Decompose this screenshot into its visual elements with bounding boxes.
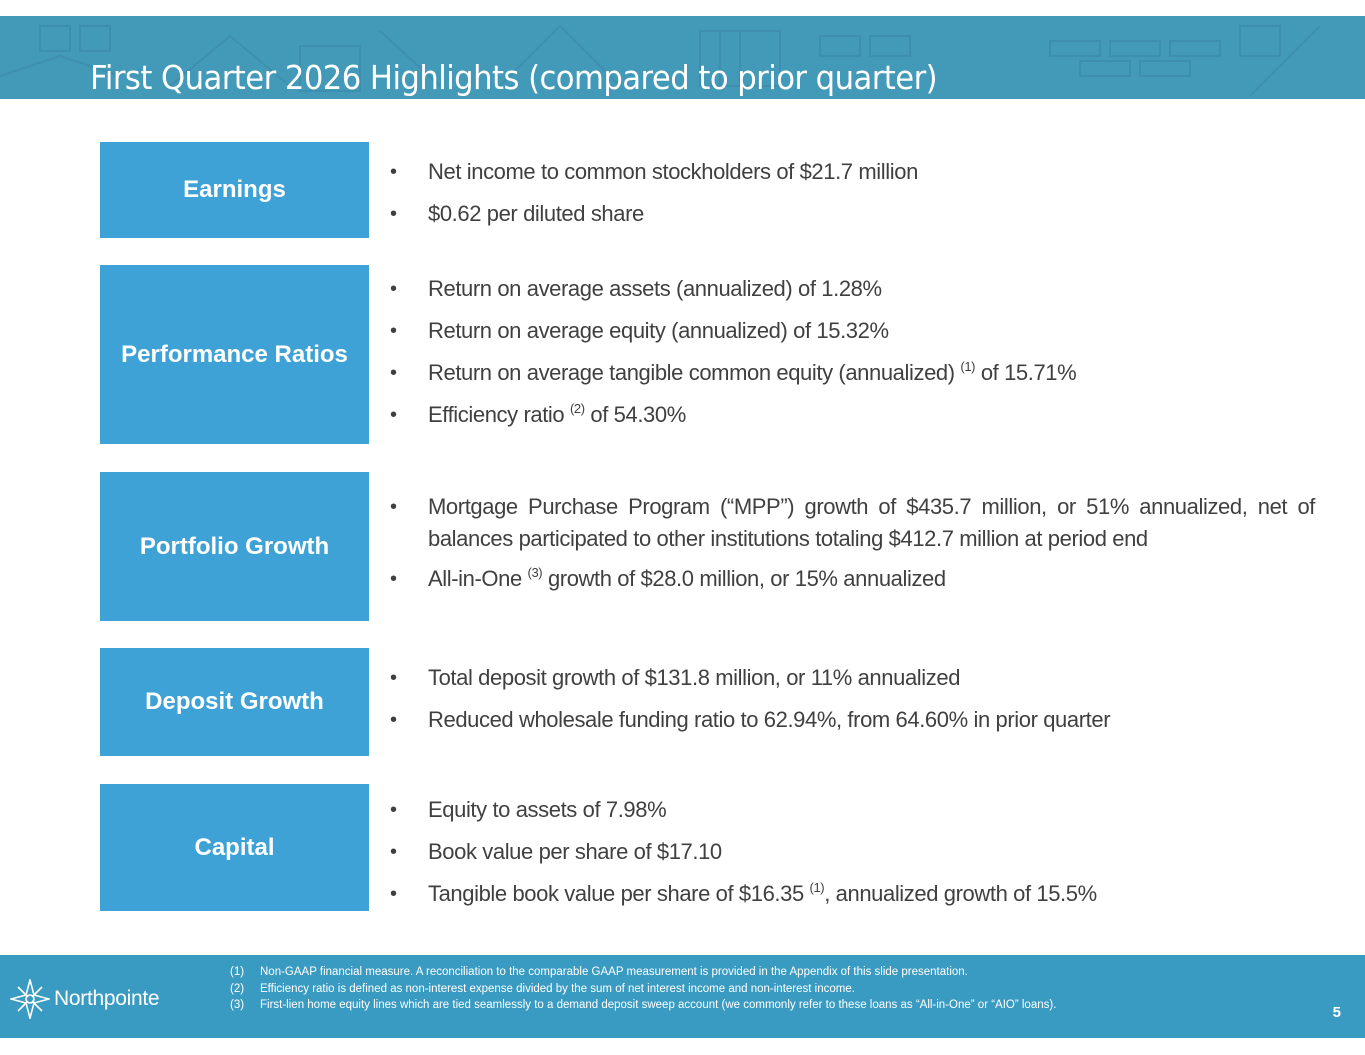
compass-star-icon: [10, 979, 50, 1019]
page-title: First Quarter 2026 Highlights (compared …: [90, 58, 938, 98]
bullet-item: • Efficiency ratio (2) of 54.30%: [390, 399, 1315, 431]
capital-bullets: • Equity to assets of 7.98% • Book value p…: [390, 794, 1315, 920]
bullet-icon: •: [390, 404, 397, 426]
bullet-icon: •: [390, 568, 397, 590]
bullet-item: • Return on average tangible common equit…: [390, 357, 1315, 389]
bullet-item: • Reduced wholesale funding ratio to 62.9…: [390, 704, 1315, 736]
bullet-icon: •: [390, 278, 397, 300]
house-pattern-decoration: [0, 24, 1321, 97]
bullet-icon: •: [390, 203, 397, 225]
bullet-item: • Tangible book value per share of $16.35…: [390, 878, 1315, 910]
title-banner: First Quarter 2026 Highlights (compared …: [0, 16, 1365, 99]
section-label-earnings: Earnings: [100, 142, 369, 238]
bullet-item: • Return on average assets (annualized) o…: [390, 273, 1315, 305]
section-label-portfolio-growth: Portfolio Growth: [100, 472, 369, 621]
portfolio-growth-bullets: • Mortgage Purchase Program (“MPP”) growt…: [390, 491, 1315, 605]
bullet-icon: •: [390, 161, 397, 183]
earnings-bullets: • Net income to common stockholders of $2…: [390, 156, 1315, 240]
section-label-performance-ratios: Performance Ratios: [100, 265, 369, 444]
page-number: 5: [1332, 1004, 1341, 1021]
footer-banner: Northpointe (1) Non-GAAP financial measur…: [0, 955, 1365, 1038]
bullet-icon: •: [390, 667, 397, 689]
bullet-icon: •: [390, 841, 397, 863]
section-label-deposit-growth: Deposit Growth: [100, 648, 369, 756]
footnote-ref: (1): [809, 880, 825, 895]
bullet-item: • Equity to assets of 7.98%: [390, 794, 1315, 826]
bullet-icon: •: [390, 883, 397, 905]
footnote-ref: (3): [527, 565, 543, 580]
footnote-item: (3) First-lien home equity lines which ar…: [230, 999, 1057, 1011]
bullet-icon: •: [390, 709, 397, 731]
section-label-capital: Capital: [100, 784, 369, 911]
footnote-ref: (2): [569, 401, 585, 416]
deposit-growth-bullets: • Total deposit growth of $131.8 million,…: [390, 662, 1315, 746]
footnotes: (1) Non-GAAP financial measure. A reconci…: [230, 964, 1056, 1014]
bullet-item: • $0.62 per diluted share: [390, 198, 1315, 230]
bullet-item: • Total deposit growth of $131.8 million,…: [390, 662, 1315, 694]
bullet-icon: •: [390, 799, 397, 821]
northpointe-logo: Northpointe: [10, 979, 160, 1019]
bullet-icon: •: [390, 362, 397, 384]
logo-text: Northpointe: [54, 987, 160, 1010]
performance-ratios-bullets: • Return on average assets (annualized) o…: [390, 273, 1315, 441]
footnote-item: (2) Efficiency ratio is defined as non-in…: [230, 982, 855, 995]
bullet-item: • Net income to common stockholders of $2…: [390, 156, 1315, 188]
footnote-item: (1) Non-GAAP financial measure. A reconci…: [230, 966, 968, 978]
bullet-item: • All-in-One (3) growth of $28.0 million,…: [390, 563, 1315, 595]
bullet-icon: •: [390, 320, 397, 342]
bullet-item: • Return on average equity (annualized) o…: [390, 315, 1315, 347]
bullet-item: • Mortgage Purchase Program (“MPP”) growt…: [390, 491, 1315, 555]
footnote-ref: (1): [960, 359, 976, 374]
bullet-item: • Book value per share of $17.10: [390, 836, 1315, 868]
bullet-icon: •: [390, 496, 397, 518]
